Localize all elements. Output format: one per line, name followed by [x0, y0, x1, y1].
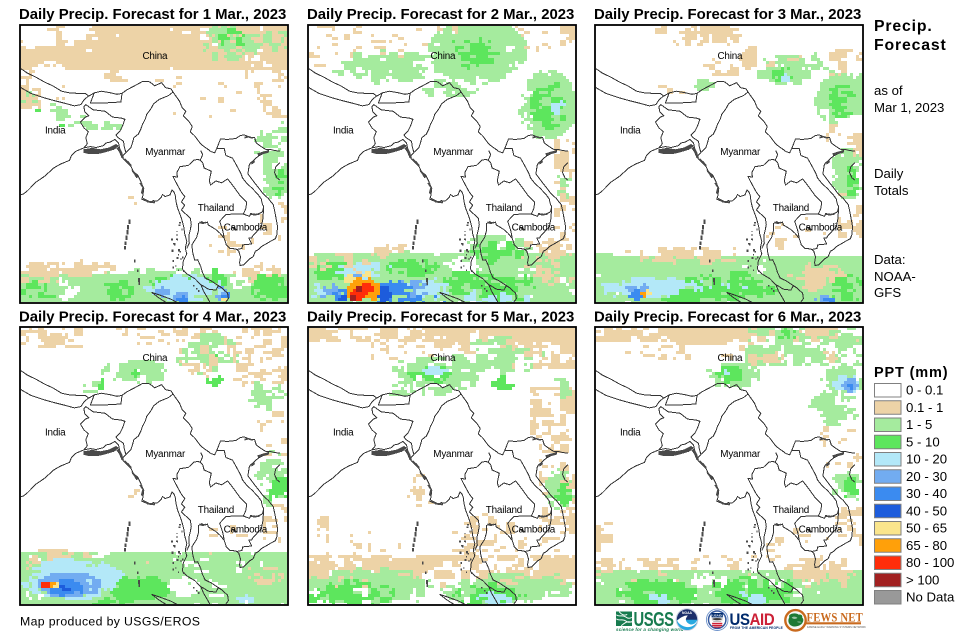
svg-text:50 - 65: 50 - 65 — [906, 521, 947, 536]
svg-text:20 - 30: 20 - 30 — [906, 469, 947, 484]
svg-text:Daily Precip. Forecast for 4 M: Daily Precip. Forecast for 4 Mar., 2023 — [19, 310, 286, 326]
svg-text:1 - 5: 1 - 5 — [906, 417, 932, 432]
svg-text:No Data: No Data — [906, 590, 955, 605]
svg-text:PPT (mm): PPT (mm) — [874, 365, 948, 381]
svg-text:0 - 0.1: 0 - 0.1 — [906, 383, 943, 398]
svg-text:Mar 1, 2023: Mar 1, 2023 — [874, 100, 944, 115]
svg-text:NOAA: NOAA — [682, 611, 693, 615]
svg-text:Daily Precip. Forecast for 2 M: Daily Precip. Forecast for 2 Mar., 2023 — [307, 7, 574, 23]
svg-text:Forecast: Forecast — [874, 37, 947, 54]
svg-text:Daily Precip. Forecast for 6 M: Daily Precip. Forecast for 6 Mar., 2023 — [594, 310, 861, 326]
svg-text:Daily: Daily — [874, 166, 904, 181]
svg-text:as of: as of — [874, 83, 903, 98]
svg-text:FROM THE AMERICAN PEOPLE: FROM THE AMERICAN PEOPLE — [730, 626, 784, 630]
svg-text:Data:: Data: — [874, 252, 906, 267]
svg-text:5 - 10: 5 - 10 — [906, 434, 940, 449]
svg-text:0.1 - 1: 0.1 - 1 — [906, 400, 943, 415]
svg-text:> 100: > 100 — [906, 572, 939, 587]
svg-text:USAID: USAID — [730, 611, 775, 629]
svg-text:Daily Precip. Forecast for 1 M: Daily Precip. Forecast for 1 Mar., 2023 — [19, 7, 286, 23]
svg-text:65 - 80: 65 - 80 — [906, 538, 947, 553]
svg-text:FEWS NET: FEWS NET — [807, 611, 863, 625]
svg-text:science for a changing world: science for a changing world — [616, 627, 684, 632]
svg-text:Map produced by USGS/EROS: Map produced by USGS/EROS — [20, 615, 200, 629]
svg-text:FAMINE EARLY WARNING SYSTEMS N: FAMINE EARLY WARNING SYSTEMS NETWORK — [807, 625, 866, 629]
svg-text:Totals: Totals — [874, 183, 909, 198]
svg-text:USGS: USGS — [634, 608, 675, 631]
svg-text:Daily Precip. Forecast for 5 M: Daily Precip. Forecast for 5 Mar., 2023 — [307, 310, 574, 326]
svg-text:40 - 50: 40 - 50 — [906, 503, 947, 518]
svg-text:NOAA-: NOAA- — [874, 269, 916, 284]
svg-text:10 - 20: 10 - 20 — [906, 452, 947, 467]
svg-text:Precip.: Precip. — [874, 18, 933, 35]
svg-text:80 - 100: 80 - 100 — [906, 555, 954, 570]
svg-text:USAID: USAID — [713, 614, 723, 618]
svg-text:30 - 40: 30 - 40 — [906, 486, 947, 501]
svg-text:GFS: GFS — [874, 285, 901, 300]
svg-text:Daily Precip. Forecast for 3 M: Daily Precip. Forecast for 3 Mar., 2023 — [594, 7, 861, 23]
